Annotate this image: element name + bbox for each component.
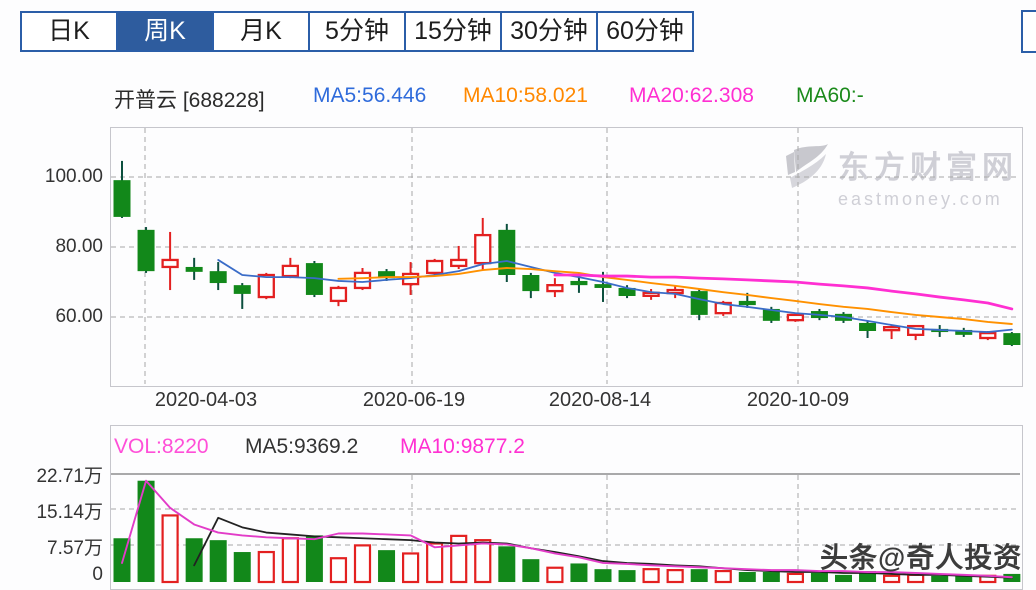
vol-tick-2: 15.14万 — [36, 502, 103, 523]
stock-title: 开普云 [688228] — [114, 89, 265, 112]
legend-vol: VOL:8220 — [114, 435, 209, 458]
price-tick-100: 100.00 — [44, 166, 103, 187]
tab-daily-k[interactable]: 日K — [22, 13, 116, 50]
tab-15min[interactable]: 15分钟 — [404, 13, 500, 50]
tab-30min[interactable]: 30分钟 — [500, 13, 596, 50]
vol-tick-4: 0 — [92, 564, 103, 585]
legend-ma20: MA20:62.308 — [629, 84, 754, 107]
partial-next-tab[interactable] — [1021, 10, 1036, 53]
kline-period-tabbar: 日K 周K 月K 5分钟 15分钟 30分钟 60分钟 — [20, 11, 694, 52]
eastmoney-watermark: 东方财富网 eastmoney.com — [780, 142, 1018, 210]
legend-vol-ma5: MA5:9369.2 — [245, 435, 359, 458]
legend-ma5: MA5:56.446 — [313, 84, 427, 107]
legend-vol-ma10: MA10:9877.2 — [400, 435, 525, 458]
tab-monthly-k[interactable]: 月K — [212, 13, 308, 50]
legend-ma60: MA60:- — [796, 84, 864, 107]
eastmoney-logo-icon — [786, 144, 828, 188]
watermark-site-name: 东方财富网 — [838, 150, 1018, 185]
date-tick-4: 2020-10-09 — [746, 389, 850, 411]
vol-tick-3: 7.57万 — [47, 538, 103, 559]
legend-ma10: MA10:58.021 — [463, 84, 588, 107]
price-tick-80: 80.00 — [55, 236, 103, 257]
price-pane — [110, 127, 1023, 387]
date-tick-3: 2020-08-14 — [548, 389, 652, 411]
vol-tick-1: 22.71万 — [36, 466, 103, 487]
tab-60min[interactable]: 60分钟 — [596, 13, 692, 50]
price-tick-60: 60.00 — [55, 306, 103, 327]
tab-weekly-k[interactable]: 周K — [116, 13, 212, 50]
tab-5min[interactable]: 5分钟 — [308, 13, 404, 50]
channel-watermark: 头条@奇人投资 — [820, 542, 1023, 573]
watermark-domain: eastmoney.com — [838, 189, 1003, 209]
date-tick-1: 2020-04-03 — [154, 389, 258, 411]
date-tick-2: 2020-06-19 — [362, 389, 466, 411]
